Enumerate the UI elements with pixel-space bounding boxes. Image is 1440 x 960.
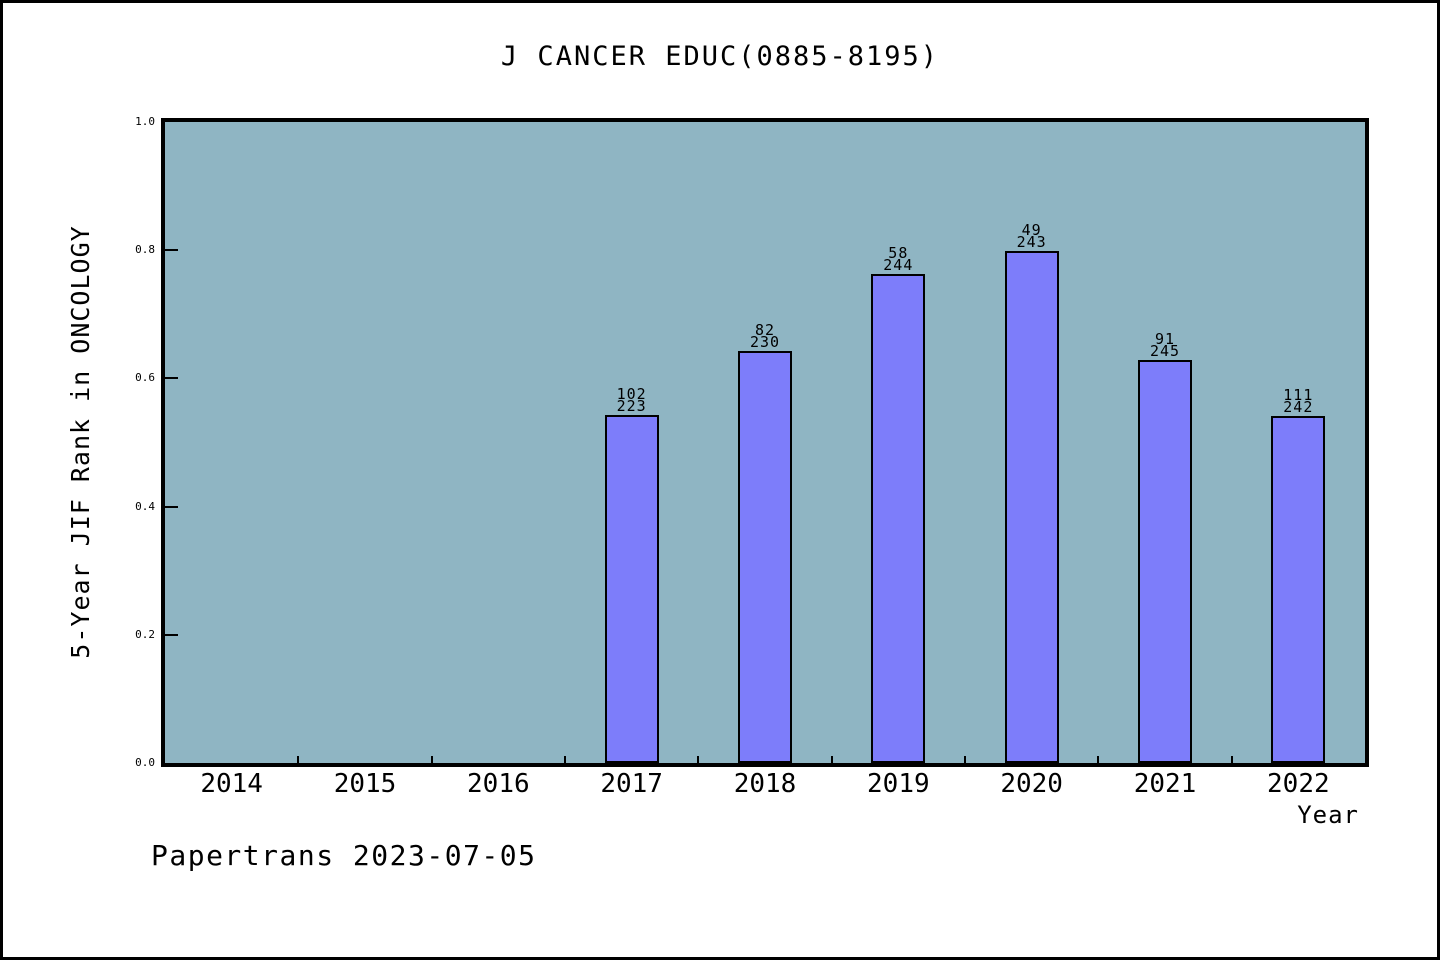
bar-2018	[738, 351, 792, 763]
x-tick-label-2021: 2021	[1133, 769, 1197, 799]
chart-title: J CANCER EDUC(0885-8195)	[500, 41, 940, 72]
x-tick-mark-4	[697, 756, 700, 763]
bar-value-label-2021: 91 245	[1149, 330, 1181, 360]
y-tick-label-0.0: 0.0	[135, 756, 155, 769]
x-tick-label-2014: 2014	[200, 769, 263, 799]
x-tick-label-2020: 2020	[1000, 769, 1063, 799]
y-tick-mark-0.4	[165, 505, 178, 508]
y-tick-mark-0.8	[165, 249, 178, 252]
x-tick-label-2018: 2018	[733, 769, 797, 799]
x-tick-mark-8	[1230, 756, 1233, 763]
bar-2020	[1004, 251, 1059, 763]
x-tick-label-2019: 2019	[867, 769, 930, 799]
bar-2022	[1271, 416, 1326, 763]
x-tick-label-2015: 2015	[333, 769, 397, 799]
y-tick-mark-0.2	[165, 633, 178, 636]
x-tick-mark-5	[830, 756, 833, 763]
plot-canvas: 102 223 82 230 58 244 49 243 91 245 111 242	[165, 122, 1365, 763]
x-tick-mark-2	[430, 756, 433, 763]
bar-value-label-2017: 102 223	[616, 385, 647, 415]
plot-area: 102 223 82 230 58 244 49 243 91 245 111 242	[161, 118, 1369, 767]
bar-2019	[871, 274, 926, 763]
bar-value-label-2022: 111 242	[1283, 386, 1314, 416]
y-tick-label-0.8: 0.8	[135, 243, 155, 257]
y-tick-label-1.0: 1.0	[135, 115, 155, 128]
x-tick-label-2017: 2017	[600, 769, 663, 799]
bar-2021	[1138, 360, 1192, 763]
bar-2017	[604, 415, 659, 763]
x-tick-mark-7	[1097, 756, 1100, 763]
y-tick-mark-0.6	[165, 377, 178, 380]
y-axis-title: 5-Year JIF Rank in ONCOLOGY	[66, 225, 95, 659]
y-tick-label-0.6: 0.6	[135, 371, 155, 385]
bar-value-label-2020: 49 243	[1016, 221, 1047, 251]
footer-watermark: Papertrans 2023-07-05	[151, 839, 537, 872]
x-axis-title: Year	[1297, 801, 1359, 829]
x-tick-mark-1	[297, 756, 300, 763]
bar-value-label-2019: 58 244	[883, 244, 914, 274]
x-tick-label-2016: 2016	[467, 769, 530, 799]
x-tick-mark-6	[964, 756, 966, 763]
x-tick-label-2022: 2022	[1267, 769, 1330, 799]
bar-value-label-2018: 82 230	[749, 321, 781, 351]
y-tick-label-0.4: 0.4	[135, 499, 155, 513]
y-tick-label-0.2: 0.2	[135, 627, 155, 641]
x-tick-mark-3	[564, 756, 566, 763]
